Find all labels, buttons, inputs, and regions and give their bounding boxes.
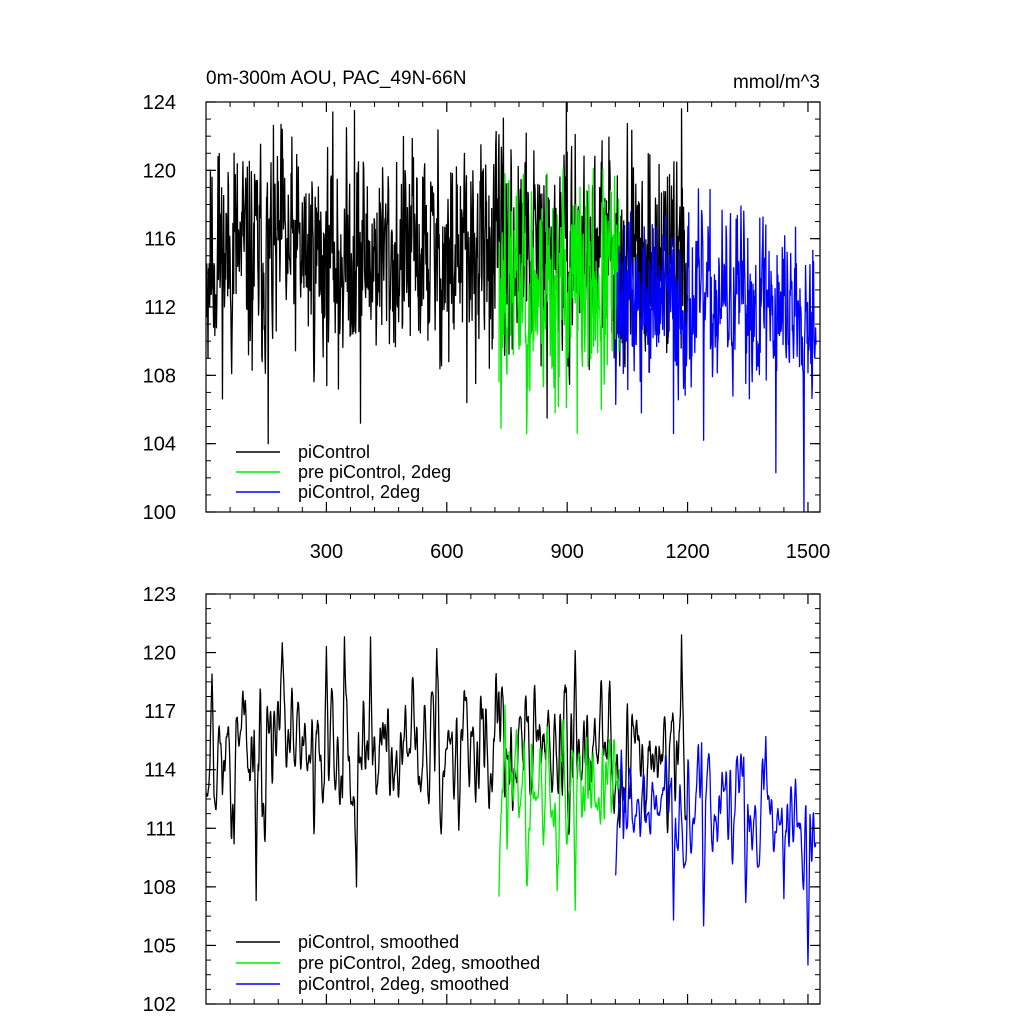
legend-label: piControl, smoothed <box>298 932 459 952</box>
y-tick-label: 120 <box>143 160 176 182</box>
y-tick-label: 102 <box>143 994 176 1016</box>
x-tick-label: 900 <box>550 541 583 563</box>
series-line-bottom-2 <box>614 735 817 966</box>
x-tick-label: 1500 <box>786 541 831 563</box>
y-tick-label: 111 <box>146 818 176 840</box>
y-tick-label: 124 <box>143 92 176 114</box>
series-line-top-2 <box>614 188 817 513</box>
legend-label: pre piControl, 2deg, smoothed <box>298 953 540 973</box>
top-panel-title: 0m-300m AOU, PAC_49N-66N <box>206 68 466 89</box>
y-tick-label: 108 <box>143 877 176 899</box>
series-line-bottom-1 <box>498 704 620 911</box>
y-tick-label: 108 <box>143 365 176 387</box>
legend-label: piControl, 2deg <box>298 482 420 502</box>
y-tick-label: 116 <box>144 229 176 251</box>
legend-label: piControl, 2deg, smoothed <box>298 974 509 994</box>
x-tick-label: 1200 <box>665 541 710 563</box>
bottom-panel: 102 105 108 111 114 117 120 123 piControl, smoo… <box>143 584 821 1016</box>
top-panel: 0m-300m AOU, PAC_49N-66N mmol/m^3 100 104… <box>143 68 831 563</box>
y-tick-label: 105 <box>143 935 176 957</box>
y-tick-label: 120 <box>143 643 176 665</box>
top-panel-ticks: 100 104 108 112 116 120 124 300 600 900 1200 1500 <box>143 92 831 563</box>
top-panel-units: mmol/m^3 <box>733 72 820 93</box>
legend-label: pre piControl, 2deg <box>298 462 451 482</box>
bottom-panel-series <box>205 634 817 966</box>
y-tick-label: 104 <box>143 434 176 456</box>
y-tick-label: 112 <box>144 297 176 319</box>
y-tick-label: 117 <box>144 701 176 723</box>
series-line-bottom-0 <box>205 634 688 902</box>
y-tick-label: 123 <box>143 584 176 606</box>
bottom-panel-ticks: 102 105 108 111 114 117 120 123 <box>143 584 820 1016</box>
top-panel-series <box>205 101 817 513</box>
series-line-top-1 <box>498 167 620 435</box>
legend-label: piControl <box>298 442 370 462</box>
x-tick-label: 600 <box>430 541 463 563</box>
x-tick-label: 300 <box>310 541 343 563</box>
y-tick-label: 114 <box>144 760 176 782</box>
y-tick-label: 100 <box>143 502 176 524</box>
